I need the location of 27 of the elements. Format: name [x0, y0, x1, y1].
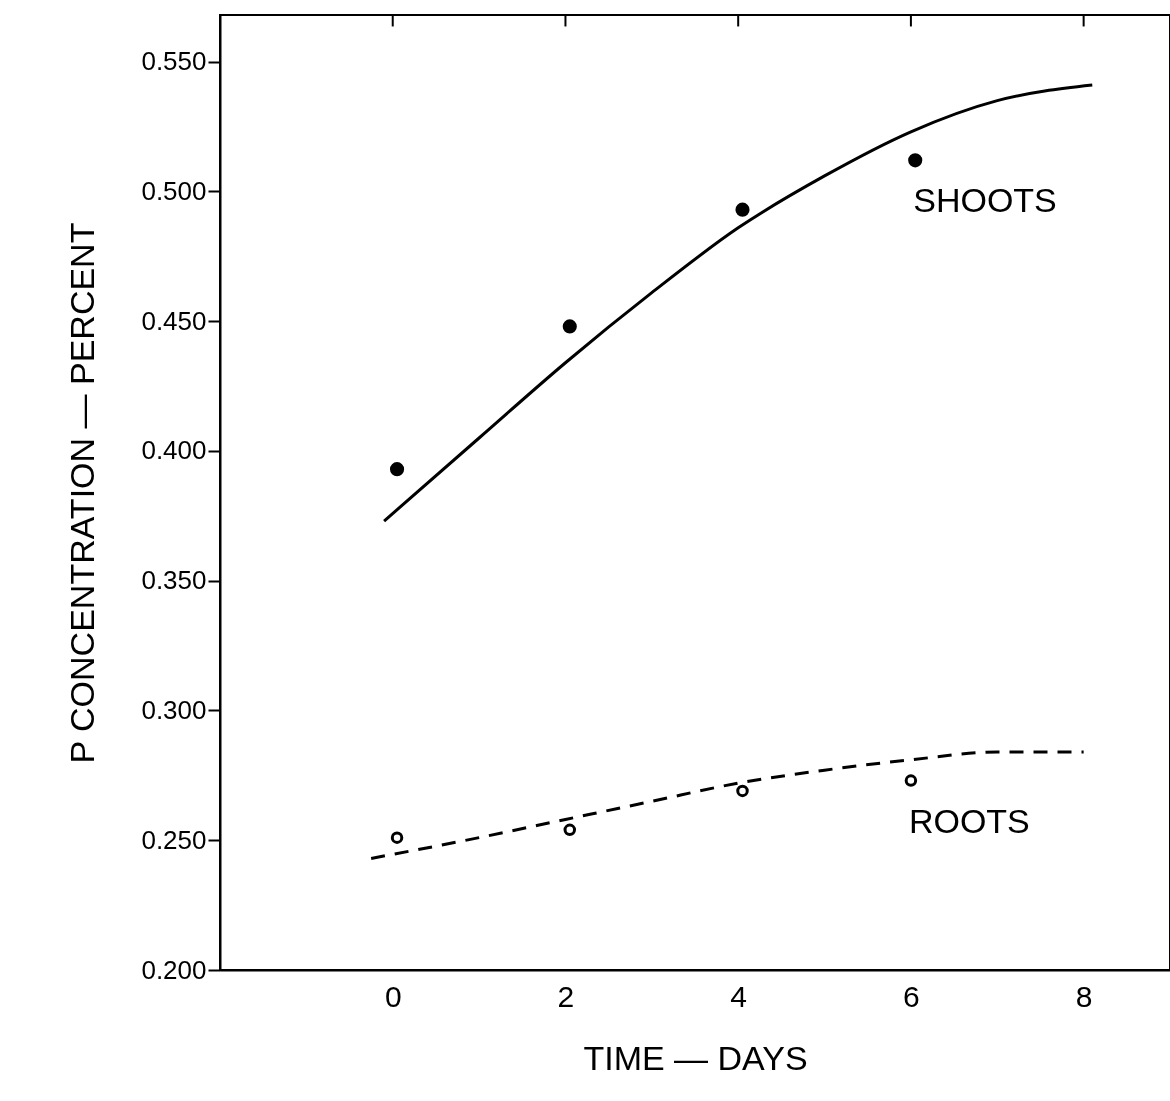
y-tick-label: 0.400 — [141, 435, 207, 466]
y-tick-label: 0.450 — [141, 305, 207, 336]
x-tick-label: 2 — [557, 979, 575, 1013]
line-series — [369, 750, 1086, 860]
series-label: SHOOTS — [913, 181, 1057, 220]
y-tick-label: 0.300 — [141, 694, 207, 725]
series-label: ROOTS — [908, 801, 1030, 840]
y-axis-title: P CONCENTRATION — PERCENT — [63, 222, 102, 764]
point — [908, 153, 923, 168]
point — [736, 784, 749, 798]
point — [735, 202, 750, 217]
point — [563, 823, 577, 837]
y-tick-label: 0.500 — [141, 175, 207, 206]
x-axis-title: TIME — DAYS — [583, 1038, 808, 1077]
point — [389, 462, 405, 477]
point — [904, 774, 918, 787]
y-tick-label: 0.200 — [141, 954, 207, 985]
y-tick-label: 0.250 — [141, 824, 207, 855]
point — [562, 319, 577, 334]
x-tick-label: 4 — [730, 979, 748, 1013]
x-tick-label: 0 — [384, 979, 402, 1013]
x-tick-label: 6 — [903, 979, 920, 1013]
y-tick-label: 0.550 — [141, 46, 207, 77]
point — [390, 831, 404, 844]
y-tick-label: 0.350 — [141, 565, 207, 596]
x-tick-label: 8 — [1075, 979, 1093, 1013]
line-series — [382, 83, 1094, 523]
